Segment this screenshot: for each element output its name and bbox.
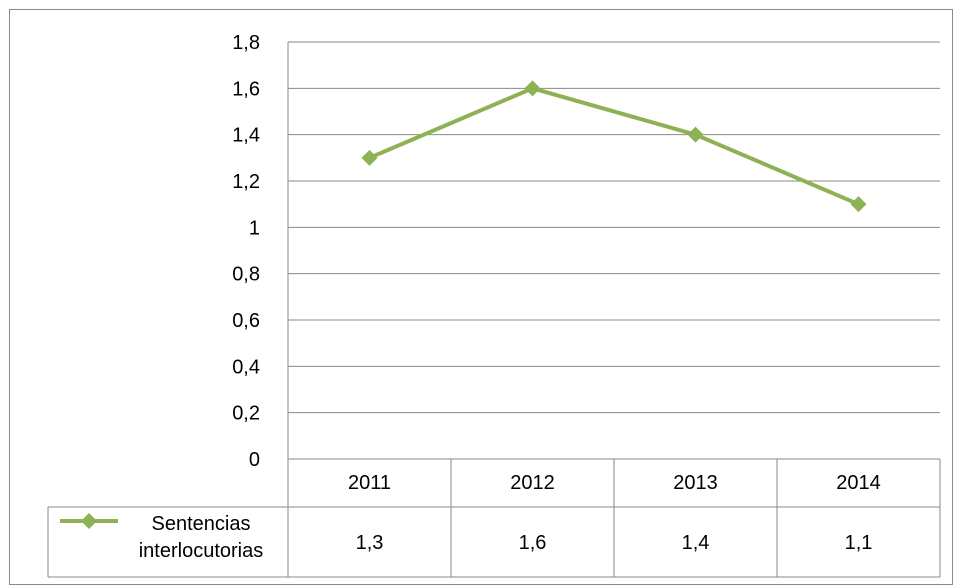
chart-frame bbox=[9, 9, 953, 585]
data-point-marker bbox=[361, 149, 378, 166]
x-category-label: 2011 bbox=[348, 472, 391, 494]
data-table: 2011 1,3 2012 1,6 2013 1,4 2014 1,1 Sentencias in… bbox=[47, 42, 941, 578]
y-axis-tick-labels: 0 0,2 0,4 0,6 0,8 1 1,2 1,4 1,6 1,8 bbox=[232, 32, 260, 471]
table-value-cell: 1,1 bbox=[845, 532, 873, 554]
series-sentencias-interlocutorias bbox=[361, 80, 867, 213]
x-category-label: 2012 bbox=[510, 472, 555, 494]
y-tick-label: 1,8 bbox=[232, 32, 260, 54]
data-point-marker bbox=[687, 126, 704, 143]
table-value-cell: 1,6 bbox=[519, 532, 547, 554]
table-value-cell: 1,4 bbox=[682, 532, 710, 554]
y-tick-label: 1,4 bbox=[232, 125, 260, 147]
y-tick-label: 1 bbox=[249, 217, 260, 239]
y-tick-label: 0,4 bbox=[232, 356, 260, 378]
legend-label: interlocutorias bbox=[139, 540, 264, 562]
data-point-marker bbox=[850, 196, 867, 213]
y-tick-label: 0 bbox=[249, 449, 260, 471]
y-tick-label: 1,6 bbox=[232, 78, 260, 100]
legend-diamond-marker bbox=[81, 513, 97, 529]
series-line bbox=[368, 86, 860, 207]
table-value-cell: 1,3 bbox=[356, 532, 384, 554]
legend-label: Sentencias bbox=[152, 513, 251, 535]
y-tick-label: 0,6 bbox=[232, 310, 260, 332]
gridlines bbox=[288, 41, 940, 414]
y-tick-label: 0,8 bbox=[232, 264, 260, 286]
data-point-marker bbox=[524, 80, 541, 97]
y-tick-label: 0,2 bbox=[232, 403, 260, 425]
y-tick-label: 1,2 bbox=[232, 171, 260, 193]
x-category-label: 2014 bbox=[836, 472, 881, 494]
x-category-label: 2013 bbox=[673, 472, 718, 494]
